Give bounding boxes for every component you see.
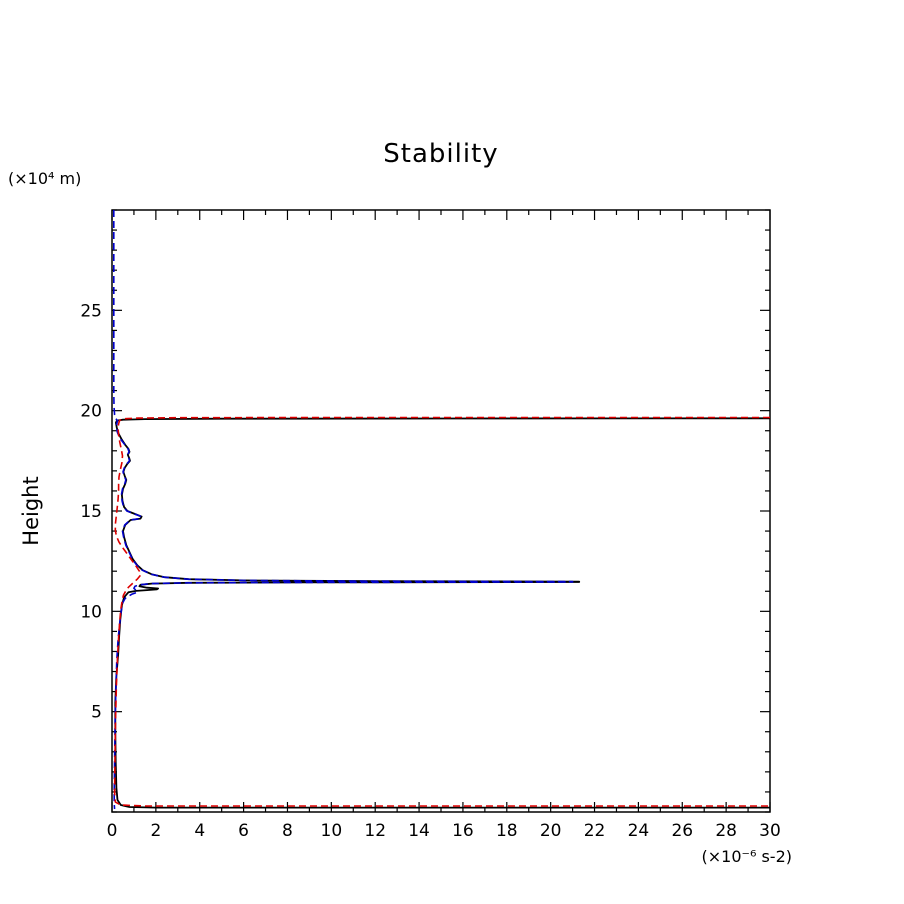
tick-label: 25: [80, 301, 102, 321]
series-blue-dashed: [113, 210, 574, 810]
tick-label: 28: [715, 821, 737, 841]
tick-label: 5: [91, 703, 102, 723]
tick-label: 24: [628, 821, 650, 841]
series-layer: [113, 210, 771, 810]
tick-label: 20: [80, 402, 102, 422]
ticks-layer: [111, 209, 771, 813]
y-axis-unit-label: (×10⁴ m): [8, 169, 81, 188]
tick-label: 12: [364, 821, 386, 841]
y-axis-label: Height: [19, 476, 43, 545]
tick-label: 0: [107, 821, 118, 841]
tick-label: 10: [321, 821, 343, 841]
tick-label: 14: [408, 821, 430, 841]
tick-label: 30: [759, 821, 781, 841]
tick-label: 4: [194, 821, 205, 841]
chart-title: Stability: [383, 139, 498, 169]
tick-label: 2: [150, 821, 161, 841]
tick-label: 26: [671, 821, 693, 841]
tick-label: 15: [80, 502, 102, 522]
tick-label: 18: [496, 821, 518, 841]
tick-label: 10: [80, 602, 102, 622]
tick-label: 16: [452, 821, 474, 841]
x-axis-unit-label: (×10⁻⁶ s-2): [702, 847, 792, 866]
tick-label: 20: [540, 821, 562, 841]
tick-label: 8: [282, 821, 293, 841]
series-black-solid: [114, 417, 771, 809]
tick-label: 6: [238, 821, 249, 841]
tick-label: 22: [584, 821, 606, 841]
plot-frame: [111, 209, 771, 813]
series-red-dashed: [113, 416, 770, 807]
